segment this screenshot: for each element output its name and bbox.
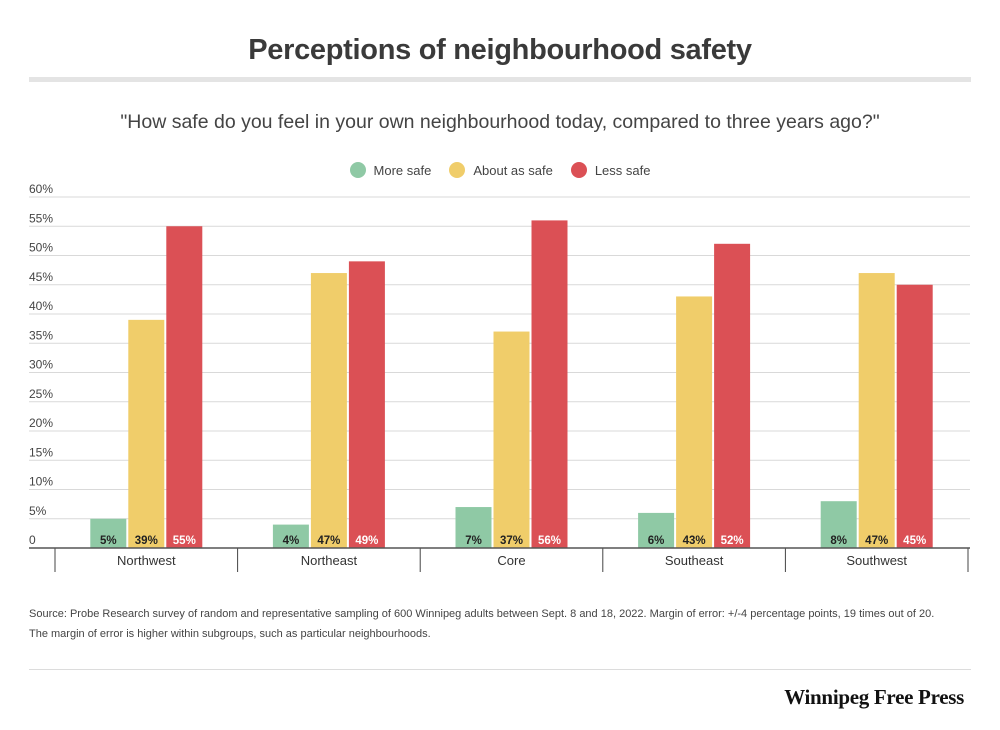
source-note: Source: Probe Research survey of random …	[29, 604, 979, 644]
y-tick-label: 40%	[29, 299, 53, 313]
data-label: 8%	[830, 535, 847, 547]
legend-label-about-as-safe: About as safe	[473, 162, 553, 178]
data-label: 49%	[355, 535, 378, 547]
legend-swatch-less-safe	[570, 162, 587, 178]
x-tick-label: Core	[497, 553, 525, 568]
y-tick-label: 30%	[29, 358, 53, 372]
bar	[531, 220, 568, 548]
y-tick-label: 15%	[29, 445, 53, 459]
bar	[493, 331, 530, 548]
data-label: 6%	[648, 535, 665, 547]
x-tick-label: Southwest	[846, 553, 907, 568]
bar	[310, 273, 347, 548]
legend-swatch-more-safe	[349, 162, 366, 178]
bar-chart: 0 5% 10% 15% 20% 25% 30% 35% 40% 45% 50% 55% 60% 5% 39…	[29, 182, 970, 572]
bar	[820, 501, 857, 548]
y-tick-label: 25%	[29, 387, 53, 401]
x-tick-label: Northeast	[301, 553, 358, 568]
legend-label-less-safe: Less safe	[594, 162, 651, 178]
bar	[714, 243, 751, 549]
bar	[896, 284, 933, 548]
data-label: 37%	[500, 535, 523, 547]
x-tick-label: Southeast	[665, 553, 724, 568]
title-divider	[29, 77, 971, 82]
y-tick-label: 35%	[29, 328, 53, 342]
legend: More safe About as safe Less safe	[0, 162, 1000, 178]
data-label: 55%	[173, 535, 196, 547]
legend-item-more-safe[interactable]: More safe	[349, 162, 432, 178]
data-label: 5%	[100, 535, 117, 547]
bar	[272, 524, 309, 548]
y-tick-label: 60%	[29, 182, 53, 196]
data-label: 45%	[903, 535, 926, 547]
source-line-2: The margin of error is higher within sub…	[29, 628, 431, 640]
chart-subtitle: "How safe do you feel in your own neighb…	[120, 111, 880, 133]
legend-label-more-safe: More safe	[373, 162, 432, 178]
legend-swatch-about-as-safe	[449, 162, 466, 178]
data-label: 39%	[135, 535, 158, 547]
y-tick-label: 5%	[29, 504, 47, 518]
data-label: 52%	[721, 535, 744, 547]
y-tick-label: 55%	[29, 211, 53, 225]
bar	[348, 261, 385, 548]
y-tick-label: 50%	[29, 241, 53, 255]
brand-logo: Winnipeg Free Press	[784, 685, 964, 709]
bar	[90, 518, 127, 548]
y-tick-label: 45%	[29, 270, 53, 284]
y-tick-label: 20%	[29, 416, 53, 430]
data-label: 47%	[865, 535, 888, 547]
bar	[638, 512, 675, 548]
data-label: 47%	[317, 535, 340, 547]
data-label: 56%	[538, 535, 561, 547]
chart-title: Perceptions of neighbourhood safety	[248, 34, 752, 66]
data-label: 4%	[283, 535, 300, 547]
source-line-1: Source: Probe Research survey of random …	[29, 608, 935, 620]
data-label: 7%	[465, 535, 482, 547]
bar	[166, 226, 203, 548]
bar	[455, 507, 492, 548]
legend-item-less-safe[interactable]: Less safe	[570, 162, 651, 178]
data-label: 43%	[683, 535, 706, 547]
footer-divider	[29, 669, 971, 670]
bar	[858, 273, 895, 548]
x-tick-label: Northwest	[117, 553, 176, 568]
bar	[676, 296, 713, 548]
bar	[128, 319, 165, 548]
legend-item-about-as-safe[interactable]: About as safe	[449, 162, 553, 178]
y-tick-label: 10%	[29, 475, 53, 489]
y-tick-label: 0	[29, 533, 36, 547]
